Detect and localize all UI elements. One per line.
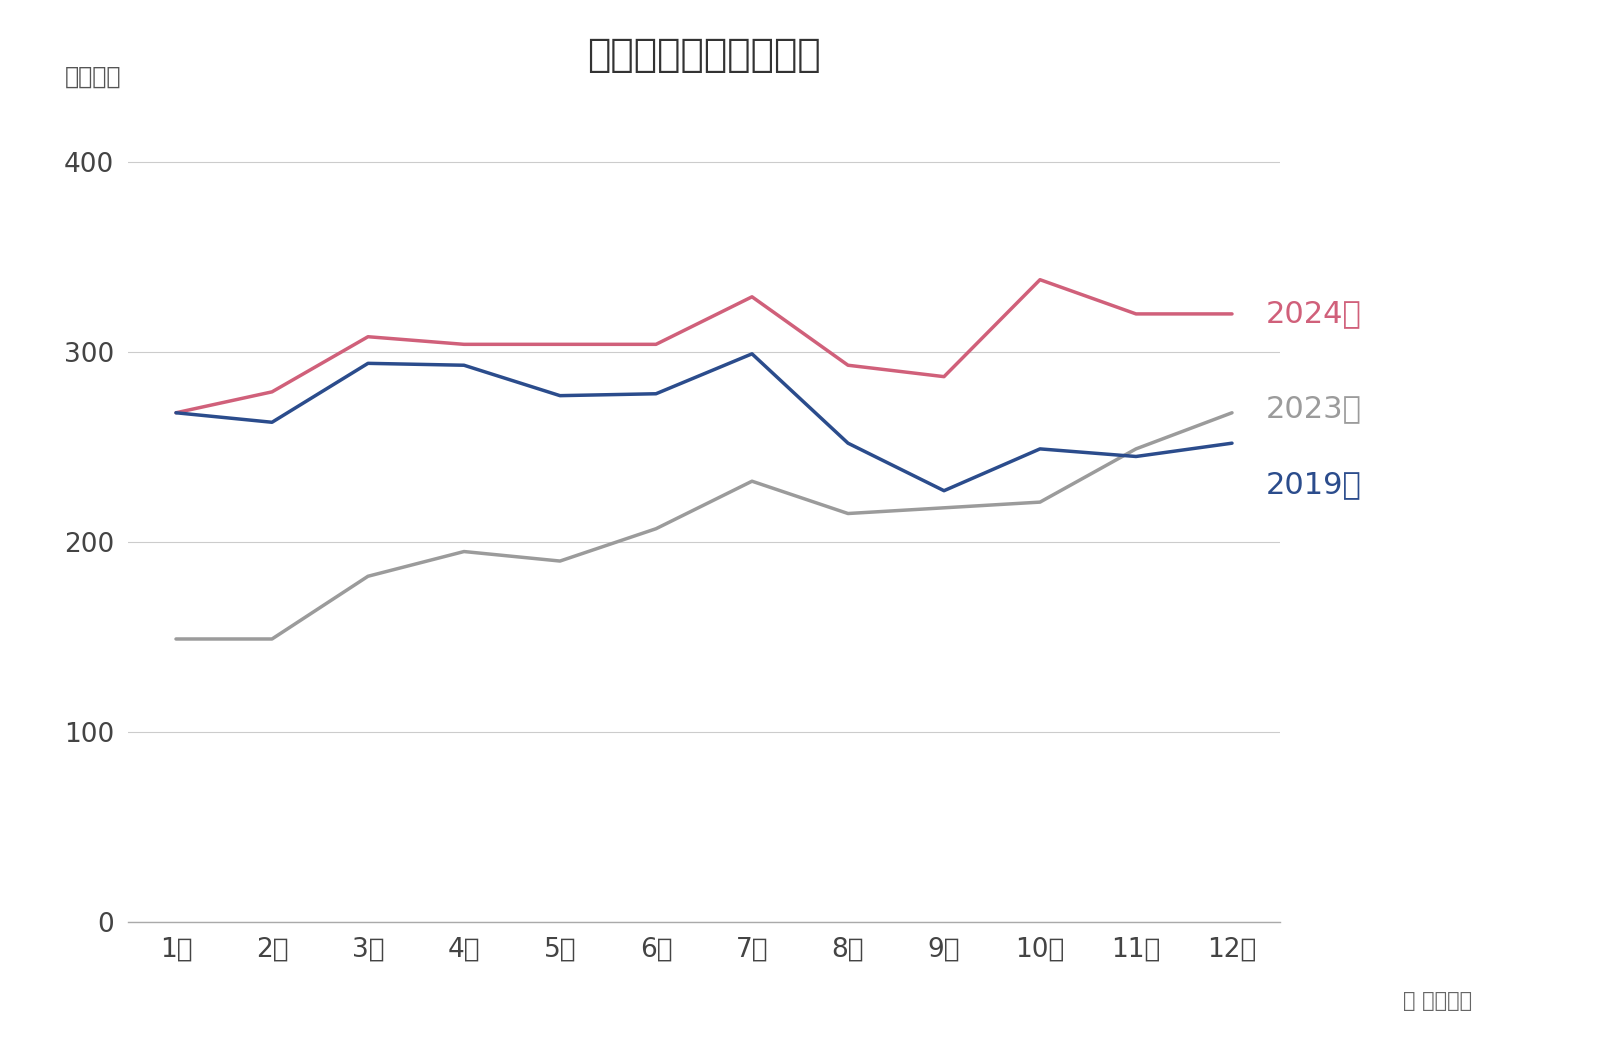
Text: 2019年: 2019年 — [1266, 471, 1362, 500]
Text: 2023年: 2023年 — [1266, 394, 1362, 423]
Text: （万人）: （万人） — [64, 64, 122, 88]
Title: 訪日外客数の年間推移: 訪日外客数の年間推移 — [587, 36, 821, 74]
Text: 2024年: 2024年 — [1266, 300, 1362, 328]
Text: ⓘ 訪日ラボ: ⓘ 訪日ラボ — [1403, 991, 1472, 1011]
